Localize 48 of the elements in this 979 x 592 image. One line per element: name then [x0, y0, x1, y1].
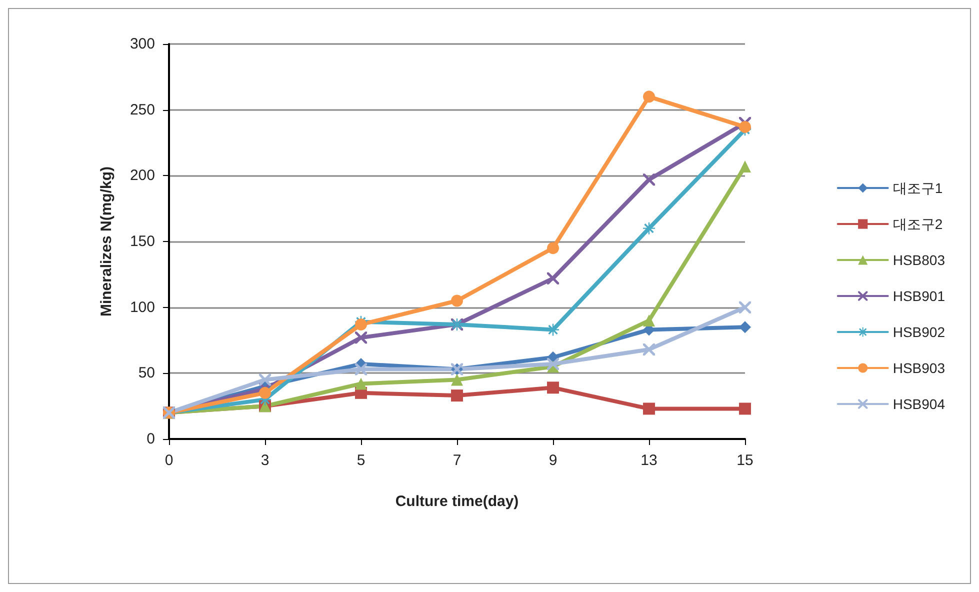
point	[259, 374, 271, 386]
point	[643, 343, 655, 356]
y-tick-label: 100	[130, 298, 155, 316]
y-tick-label: 50	[138, 364, 155, 382]
point	[547, 382, 559, 394]
point	[451, 374, 463, 386]
y-tick-label: 150	[130, 233, 155, 250]
point	[355, 378, 367, 390]
x-axis-title: Culture time(day)	[395, 493, 519, 510]
legend-label: HSB903	[892, 360, 946, 376]
x-tick-label: 15	[736, 452, 754, 469]
point	[643, 222, 655, 234]
y-tick-label: 0	[146, 430, 155, 448]
point	[547, 358, 559, 370]
point	[739, 160, 751, 172]
point	[643, 314, 655, 326]
legend-label: HSB901	[892, 288, 946, 304]
point	[451, 294, 463, 307]
legend-label: HSB902	[892, 324, 946, 340]
y-tick-label: 200	[130, 167, 155, 184]
point	[739, 301, 751, 314]
point	[643, 402, 655, 415]
point	[355, 363, 367, 376]
legend-label: HSB803	[892, 252, 946, 268]
legend-label: 대조구2	[892, 216, 943, 232]
y-tick-label: 250	[130, 101, 155, 118]
point	[259, 386, 271, 399]
point	[355, 332, 367, 344]
point	[739, 402, 751, 415]
y-tick-label: 300	[130, 36, 155, 52]
x-tick-label: 0	[164, 452, 174, 469]
point	[739, 120, 751, 133]
legend-label: HSB904	[892, 396, 946, 412]
point	[547, 272, 559, 284]
x-tick-label: 13	[640, 452, 658, 469]
point	[547, 324, 559, 336]
x-tick-label: 7	[452, 452, 462, 469]
legend-label: 대조구1	[892, 180, 943, 196]
point	[739, 321, 751, 334]
point	[643, 90, 655, 103]
x-tick-label: 9	[548, 452, 558, 469]
point	[355, 318, 367, 330]
point	[643, 174, 655, 186]
point	[547, 242, 559, 254]
point	[451, 390, 463, 402]
x-tick-label: 3	[260, 452, 270, 469]
y-axis-title: Mineralizes N(mg/kg)	[98, 166, 115, 317]
x-tick-label: 5	[356, 452, 366, 469]
